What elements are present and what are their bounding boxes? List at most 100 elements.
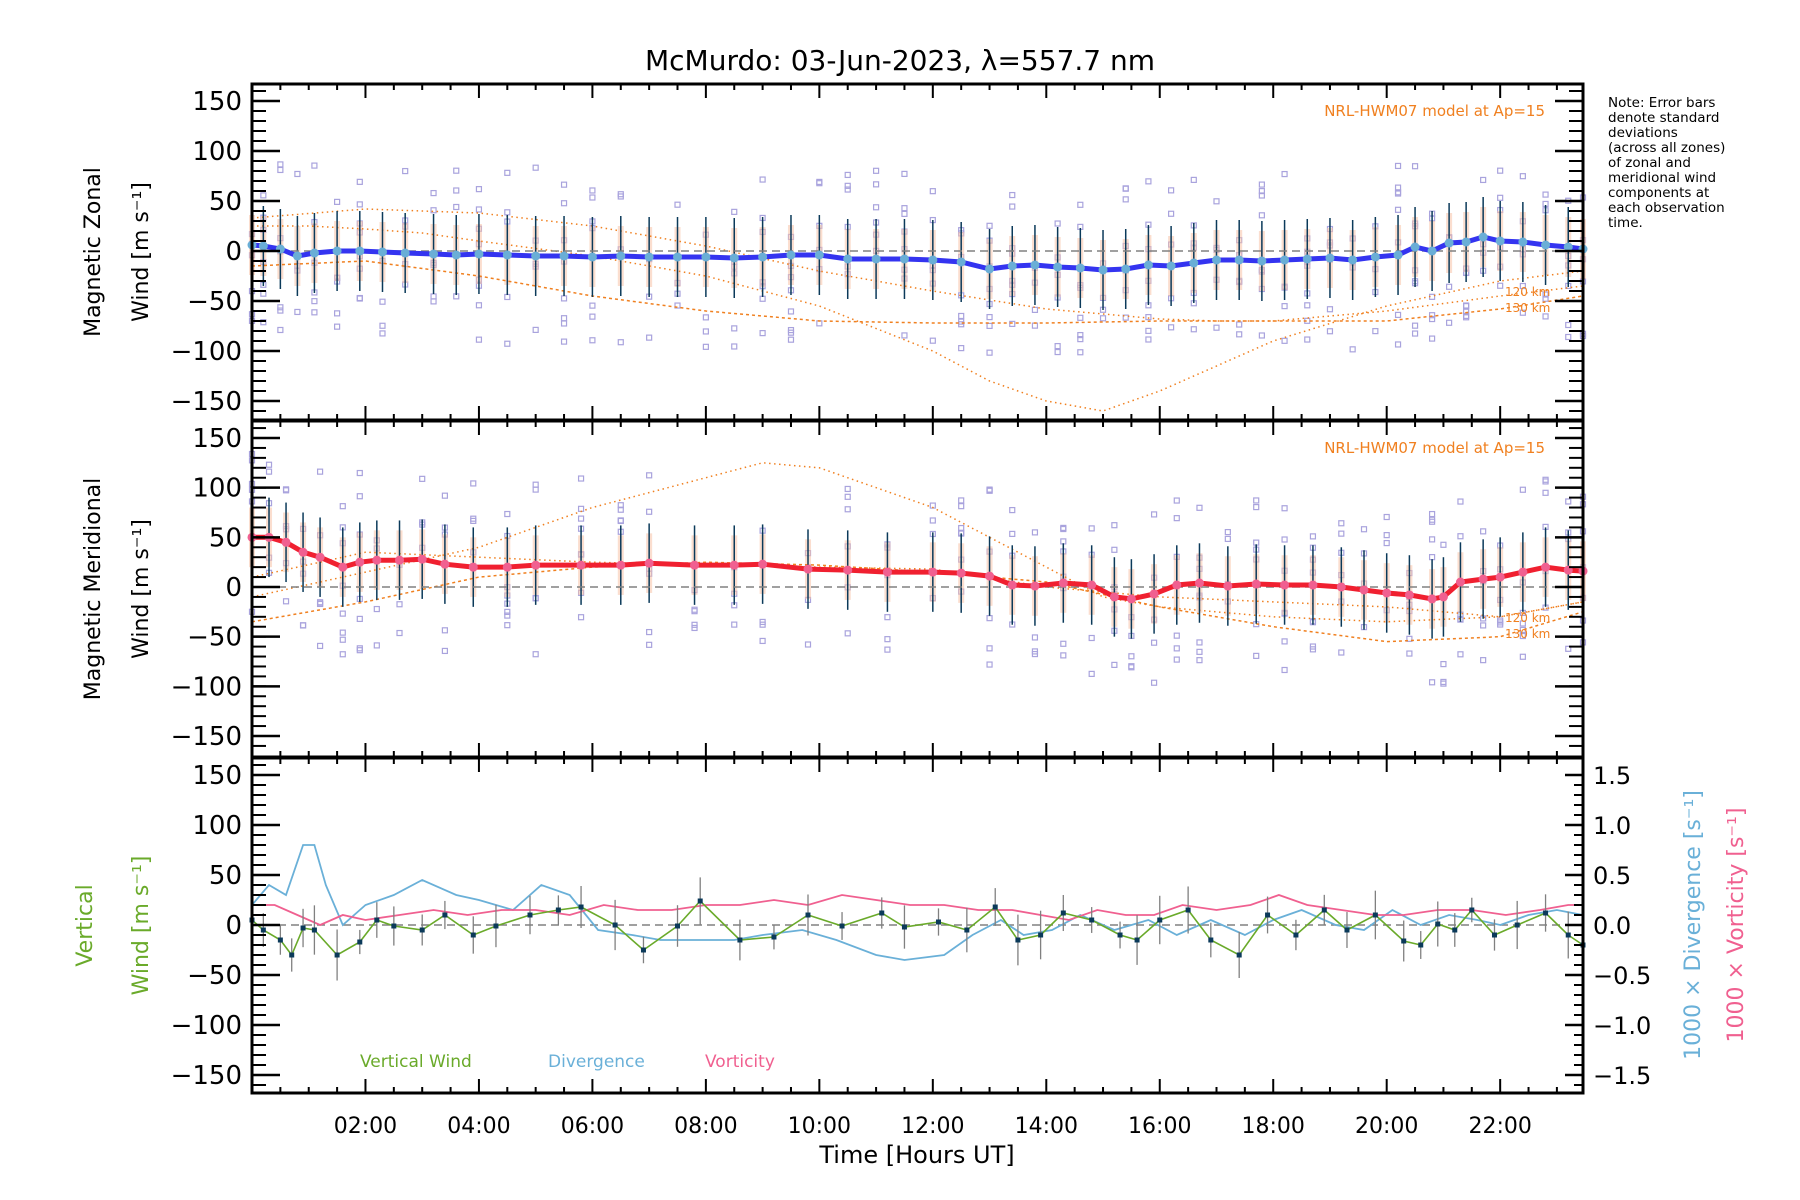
vertical-wind-point [289, 952, 295, 958]
zone-point [1111, 546, 1118, 553]
zone-point [702, 328, 709, 335]
zone-point [1309, 533, 1317, 540]
zone-point [1440, 541, 1447, 548]
zone-point [1457, 651, 1464, 658]
y-axis-label-line2: Wind [m s⁻¹] [129, 856, 154, 996]
zone-point [577, 505, 585, 512]
zone-point [1054, 220, 1061, 227]
zone-point [731, 208, 738, 215]
mean-wind-point [338, 562, 348, 572]
y-tick-label: 150 [192, 424, 242, 454]
zone-point [1031, 650, 1039, 658]
legend-vertical-wind: Vertical Wind [360, 1052, 472, 1072]
vertical-wind-point [374, 917, 380, 923]
zone-point [1213, 324, 1220, 331]
zone-point [430, 189, 437, 197]
mean-wind-point [1308, 580, 1318, 590]
y-tick-label: 0 [225, 573, 242, 603]
y-tick-label: 50 [209, 187, 242, 217]
panel-vertical: Vertical Wind Divergence Vorticity 1.5 1.0 0.… [73, 756, 1749, 1169]
zone-point [430, 293, 437, 300]
zone-point [1224, 535, 1231, 543]
y-tick-label: −50 [187, 961, 242, 991]
zone-point [804, 641, 812, 648]
mean-wind-point [985, 571, 995, 581]
zone-point [560, 200, 568, 207]
zone-point [1411, 163, 1419, 170]
mean-wind-point [1461, 237, 1471, 247]
mean-wind-point [1325, 253, 1335, 263]
zone-point [1542, 489, 1549, 496]
mean-wind-point [1541, 562, 1551, 572]
zone-point [872, 204, 880, 211]
zone-point [1480, 622, 1487, 629]
zone-point [475, 302, 483, 309]
zone-point [617, 502, 624, 509]
zone-point [1463, 314, 1470, 321]
zone-point [1519, 309, 1526, 316]
y-tick-label: −50 [187, 287, 242, 317]
zone-point [1009, 203, 1016, 210]
mean-wind-point [871, 254, 881, 264]
vertical-wind-point [1015, 937, 1021, 943]
vertical-wind-point [1321, 907, 1327, 913]
zone-point [1009, 506, 1016, 514]
x-tick-label: 02:00 [334, 1114, 397, 1139]
zone-point [844, 630, 851, 637]
mean-wind-point [1166, 261, 1176, 271]
zone-point [1009, 191, 1016, 199]
y-tick-label: −100 [171, 1011, 242, 1041]
zone-point [1145, 336, 1152, 343]
zone-point [1440, 678, 1447, 686]
zone-point [1190, 326, 1197, 333]
zone-point [646, 641, 653, 648]
zone-point [1411, 322, 1419, 329]
zone-point [504, 169, 511, 176]
zone-point [430, 298, 437, 305]
zone-point [1253, 497, 1260, 504]
y2-label-vorticity: 1000 × Vorticity [s⁻¹] [1724, 808, 1749, 1043]
zone-point [1338, 530, 1345, 537]
zone-point [504, 510, 511, 518]
zone-point [1236, 331, 1243, 338]
mean-wind-point [1444, 238, 1454, 248]
zone-point [1394, 189, 1402, 196]
zone-point [691, 621, 698, 628]
vertical-wind-point [1435, 921, 1441, 927]
zone-point [929, 517, 936, 524]
mean-wind-point [531, 251, 541, 261]
vertical-wind-point [640, 947, 646, 953]
mean-wind-point [1098, 265, 1108, 275]
zone-point [316, 600, 324, 607]
vertical-wind-point [992, 904, 998, 910]
zone-point [453, 167, 460, 174]
mean-wind-point [1563, 242, 1573, 252]
vertical-wind-point [1344, 927, 1350, 933]
x-tick-label: 10:00 [788, 1114, 851, 1139]
zone-point [1542, 291, 1549, 298]
zone-point [1428, 554, 1436, 561]
note-line: deviations [1608, 125, 1678, 141]
y2-label-divergence: 1000 × Divergence [s⁻¹] [1681, 790, 1706, 1060]
zone-point [1196, 639, 1203, 646]
zone-point [589, 337, 596, 344]
zone-point [277, 166, 284, 174]
zone-point [1428, 510, 1436, 518]
mean-wind-point [1053, 262, 1063, 272]
zone-point [1190, 176, 1197, 184]
zone-point [958, 312, 965, 320]
mean-wind-point [309, 248, 319, 258]
vertical-wind-point [1060, 910, 1066, 916]
mean-wind-point [355, 557, 365, 567]
zone-point [1281, 638, 1288, 645]
x-tick-label: 06:00 [561, 1114, 624, 1139]
vertical-wind-point [442, 912, 448, 918]
zone-point [1031, 529, 1039, 536]
zone-point [1196, 648, 1203, 655]
plot-frame [250, 82, 1585, 422]
zone-point [1258, 212, 1265, 219]
zone-point [356, 647, 363, 654]
vertical-wind-point [1372, 912, 1378, 918]
model-label: NRL-HWM07 model at Ap=15 [1324, 439, 1545, 457]
zone-point [1394, 311, 1402, 319]
